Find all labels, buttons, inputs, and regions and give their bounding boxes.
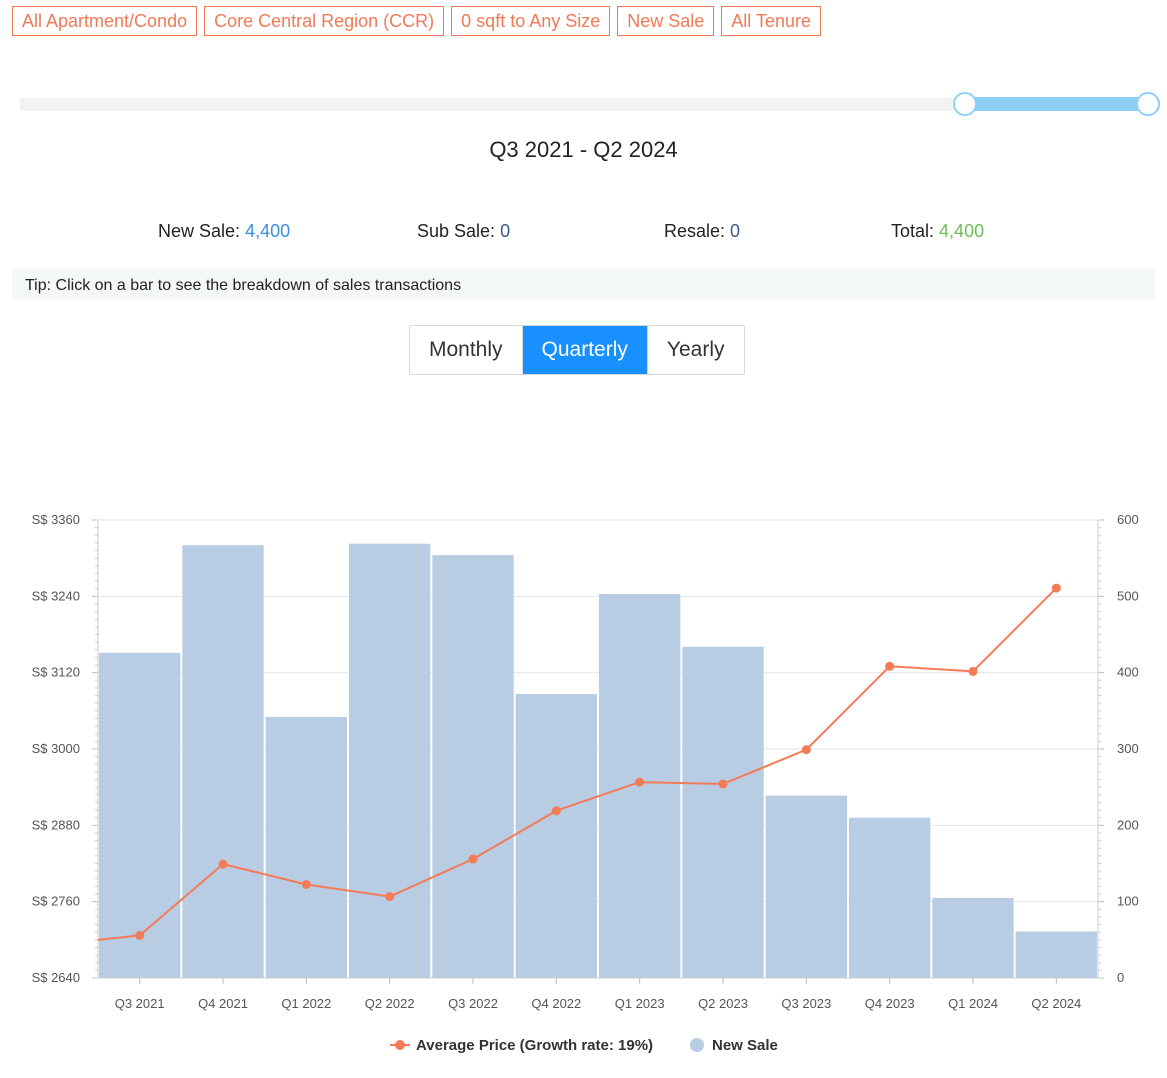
tab-yearly[interactable]: Yearly	[647, 326, 744, 374]
tab-monthly[interactable]: Monthly	[410, 326, 523, 374]
x-axis-tick-label: Q4 2021	[198, 996, 248, 1011]
chart-legend: Average Price (Growth rate: 19%) New Sale	[390, 1037, 778, 1054]
bar-new-sale[interactable]	[849, 817, 931, 978]
sales-chart: S$ 2640 0 S$ 2760 100 S$ 2880 200 S$ 3000 300 S$…	[32, 512, 1139, 1054]
filter-size[interactable]: 0 sqft to Any Size	[451, 6, 611, 36]
x-axis-tick-label: Q3 2023	[781, 996, 831, 1011]
sales-summary: New Sale: 4,400 Sub Sale: 0 Resale: 0 To…	[0, 221, 1167, 245]
average-price-point	[135, 930, 145, 940]
summary-total-label: Total:	[891, 221, 935, 241]
slider-end-handle[interactable]	[1136, 92, 1160, 116]
x-axis-tick-label: Q2 2022	[365, 996, 415, 1011]
bar-new-sale[interactable]	[182, 545, 264, 978]
left-axis-tick-label: S$ 2760	[32, 894, 80, 909]
summary-resale-label: Resale:	[664, 221, 726, 241]
average-price-point	[968, 666, 978, 676]
bar-new-sale[interactable]	[349, 543, 431, 978]
right-axis-tick-label: 0	[1117, 970, 1124, 985]
chart-axes: S$ 2640 0 S$ 2760 100 S$ 2880 200 S$ 3000 300 S$…	[32, 512, 1139, 1011]
chart-price-line	[97, 583, 1061, 941]
left-axis-tick-label: S$ 2880	[32, 817, 80, 832]
bar-new-sale[interactable]	[932, 897, 1014, 978]
filter-region[interactable]: Core Central Region (CCR)	[204, 6, 445, 36]
bar-new-sale[interactable]	[432, 555, 514, 978]
tab-quarterly[interactable]: Quarterly	[522, 326, 648, 374]
summary-total: Total: 4,400	[891, 221, 984, 242]
chart-bars	[99, 543, 1097, 978]
date-range-slider-track[interactable]	[20, 98, 1160, 111]
x-axis-tick-label: Q3 2022	[448, 996, 498, 1011]
legend-bar-marker	[690, 1038, 704, 1052]
average-price-point	[385, 892, 395, 902]
right-axis-tick-label: 500	[1117, 588, 1139, 603]
x-axis-tick-label: Q4 2023	[865, 996, 915, 1011]
date-range-label: Q3 2021 - Q2 2024	[489, 137, 678, 162]
x-axis-tick-label: Q2 2024	[1031, 996, 1081, 1011]
x-axis-tick-label: Q2 2023	[698, 996, 748, 1011]
right-axis-tick-label: 600	[1117, 512, 1139, 527]
right-axis-tick-label: 400	[1117, 665, 1139, 680]
average-price-point	[218, 859, 228, 869]
summary-sub-sale-label: Sub Sale:	[417, 221, 496, 241]
legend-line-marker	[395, 1040, 405, 1050]
filter-tenure[interactable]: All Tenure	[721, 6, 822, 36]
x-axis-tick-label: Q3 2021	[115, 996, 165, 1011]
left-axis-tick-label: S$ 3360	[32, 512, 80, 527]
date-range-slider-selection[interactable]	[965, 97, 1148, 111]
filter-bar: All Apartment/Condo Core Central Region …	[12, 6, 822, 36]
summary-new-sale-value: 4,400	[245, 221, 291, 241]
slider-start-handle[interactable]	[953, 92, 977, 116]
x-axis-tick-label: Q1 2023	[615, 996, 665, 1011]
summary-total-value: 4,400	[939, 221, 985, 241]
bar-new-sale[interactable]	[682, 646, 764, 978]
left-axis-tick-label: S$ 3120	[32, 665, 80, 680]
summary-resale-value: 0	[730, 221, 741, 241]
average-price-point	[718, 779, 728, 789]
summary-sub-sale: Sub Sale: 0	[417, 221, 510, 242]
average-price-point	[468, 854, 478, 864]
left-axis-tick-label: S$ 3240	[32, 588, 80, 603]
average-price-point	[1051, 583, 1061, 593]
bar-new-sale[interactable]	[515, 694, 597, 978]
x-axis-tick-label: Q4 2022	[531, 996, 581, 1011]
x-axis-tick-label: Q1 2022	[281, 996, 331, 1011]
bar-new-sale[interactable]	[1015, 931, 1097, 978]
average-price-point	[801, 745, 811, 755]
average-price-point	[885, 661, 895, 671]
right-axis-tick-label: 200	[1117, 817, 1139, 832]
summary-sub-sale-value: 0	[500, 221, 511, 241]
legend-new-sale-label: New Sale	[712, 1037, 778, 1054]
left-axis-tick-label: S$ 3000	[32, 741, 80, 756]
legend-average-price-label: Average Price (Growth rate: 19%)	[416, 1037, 653, 1054]
summary-new-sale: New Sale: 4,400	[158, 221, 290, 242]
left-axis-tick-label: S$ 2640	[32, 970, 80, 985]
filter-property-type[interactable]: All Apartment/Condo	[12, 6, 198, 36]
summary-resale: Resale: 0	[664, 221, 740, 242]
bar-new-sale[interactable]	[765, 795, 847, 978]
bar-new-sale[interactable]	[99, 652, 181, 978]
filter-sale-type[interactable]: New Sale	[617, 6, 715, 36]
average-price-point	[635, 777, 645, 787]
right-axis-tick-label: 100	[1117, 894, 1139, 909]
period-tabs: Monthly Quarterly Yearly	[409, 325, 745, 375]
summary-new-sale-label: New Sale:	[158, 221, 241, 241]
tip-banner: Tip: Click on a bar to see the breakdown…	[12, 269, 1155, 299]
bar-new-sale[interactable]	[265, 716, 347, 978]
average-price-point	[301, 879, 311, 889]
x-axis-tick-label: Q1 2024	[948, 996, 998, 1011]
right-axis-tick-label: 300	[1117, 741, 1139, 756]
average-price-point	[551, 806, 561, 816]
